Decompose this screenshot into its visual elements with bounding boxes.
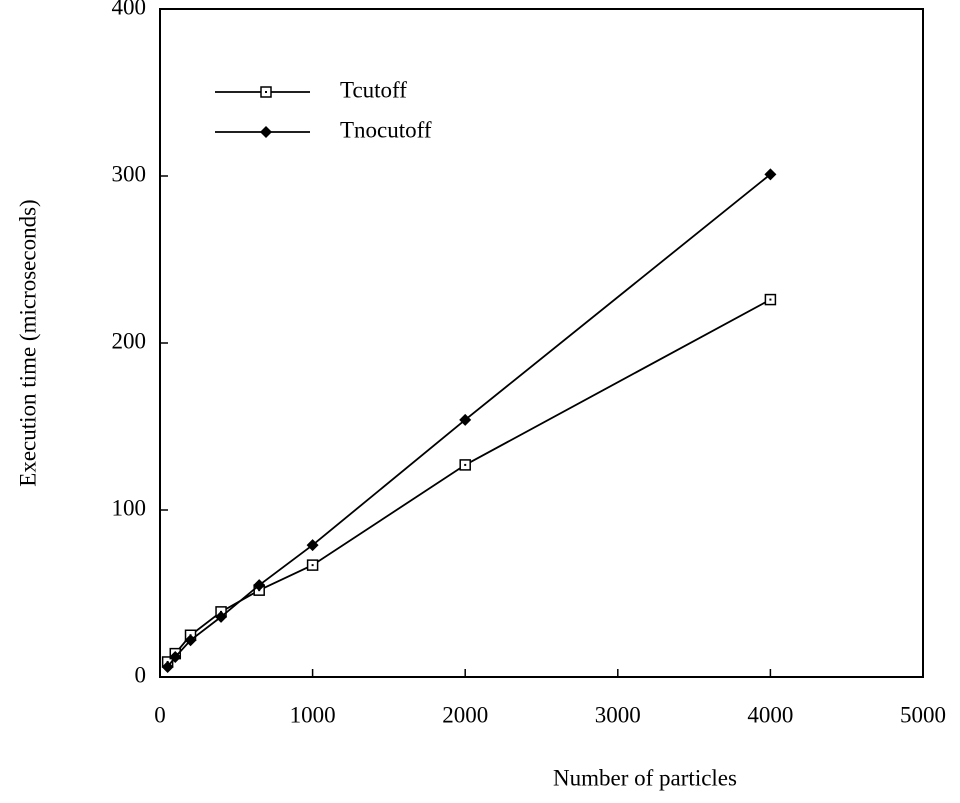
legend-marker (260, 126, 272, 138)
marker-dot (311, 564, 314, 567)
y-tick-label: 400 (112, 0, 147, 19)
legend-label: Tnocutoff (340, 117, 432, 142)
x-tick-label: 2000 (442, 702, 488, 727)
y-tick-label: 300 (112, 161, 147, 186)
x-tick-label: 3000 (595, 702, 641, 727)
legend-marker-dot (265, 91, 267, 93)
marker (306, 539, 319, 552)
marker-dot (769, 298, 772, 301)
plot-frame (159, 8, 924, 678)
marker (169, 650, 182, 663)
marker (459, 413, 472, 426)
marker (215, 610, 228, 623)
series-line (166, 298, 771, 663)
x-tick-label: 0 (154, 702, 166, 727)
y-tick-label: 0 (135, 662, 147, 687)
y-axis-label: Execution time (microseconds) (15, 199, 40, 486)
y-tick-label: 200 (112, 328, 147, 353)
marker (161, 660, 174, 673)
marker (184, 634, 197, 647)
marker (253, 579, 266, 592)
x-tick-label: 4000 (747, 702, 793, 727)
marker-dot (464, 463, 467, 466)
y-tick-label: 100 (112, 495, 147, 520)
legend-label: Tcutoff (340, 77, 407, 102)
x-axis-label: Number of particles (553, 765, 737, 790)
x-tick-label: 5000 (900, 702, 946, 727)
marker (764, 168, 777, 181)
x-tick-label: 1000 (290, 702, 336, 727)
